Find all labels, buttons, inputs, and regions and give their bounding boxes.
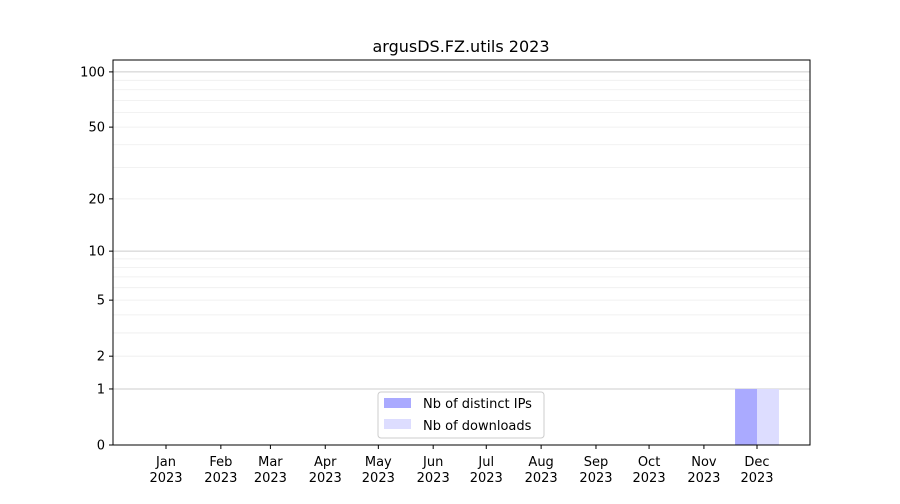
x-tick-label-month: Aug bbox=[528, 455, 553, 470]
x-tick-label-year: 2023 bbox=[309, 471, 342, 486]
y-tick-label: 10 bbox=[88, 245, 105, 260]
x-tick-label-month: Nov bbox=[691, 455, 717, 470]
x-tick-label-month: Dec bbox=[744, 455, 769, 470]
x-tick-label-year: 2023 bbox=[470, 471, 503, 486]
y-tick-label: 1 bbox=[97, 382, 105, 397]
y-tick-label: 50 bbox=[88, 121, 105, 136]
x-tick-label-month: Sep bbox=[584, 455, 609, 470]
grid bbox=[113, 71, 810, 390]
legend-swatch-downloads bbox=[384, 419, 411, 429]
legend-frame bbox=[377, 391, 545, 439]
legend-label-downloads: Nb of downloads bbox=[423, 419, 532, 434]
x-tick-label-month: Mar bbox=[258, 455, 283, 470]
bars bbox=[735, 388, 779, 445]
bar-distinct-ips bbox=[735, 388, 757, 445]
x-tick-label-year: 2023 bbox=[525, 471, 558, 486]
legend-swatch-ips bbox=[384, 398, 411, 408]
legend-label-ips: Nb of distinct IPs bbox=[423, 397, 532, 412]
x-tick-label-year: 2023 bbox=[633, 471, 666, 486]
x-tick-label-month: Oct bbox=[638, 455, 660, 470]
legend: Nb of distinct IPs Nb of downloads bbox=[377, 391, 545, 439]
y-tick-label: 20 bbox=[88, 192, 105, 207]
x-tick-label-year: 2023 bbox=[687, 471, 720, 486]
x-axis: Jan2023Feb2023Mar2023Apr2023May2023Jun20… bbox=[149, 445, 774, 486]
plot-frame bbox=[112, 59, 811, 446]
y-tick-label: 2 bbox=[97, 350, 105, 365]
y-tick-label: 0 bbox=[97, 439, 105, 454]
x-tick-label-year: 2023 bbox=[417, 471, 450, 486]
x-tick-label-month: Jan bbox=[155, 455, 176, 470]
x-tick-label-month: Jul bbox=[477, 455, 494, 470]
x-tick-label-year: 2023 bbox=[254, 471, 287, 486]
x-tick-label-month: May bbox=[365, 455, 392, 470]
x-tick-label-year: 2023 bbox=[204, 471, 237, 486]
x-tick-label-year: 2023 bbox=[149, 471, 182, 486]
x-tick-label-month: Apr bbox=[314, 455, 337, 470]
x-tick-label-year: 2023 bbox=[579, 471, 612, 486]
x-tick-label-month: Jun bbox=[422, 455, 443, 470]
chart-title: argusDS.FZ.utils 2023 bbox=[373, 37, 550, 56]
x-tick-label-year: 2023 bbox=[362, 471, 395, 486]
x-tick-label-month: Feb bbox=[209, 455, 232, 470]
y-axis: 0 1 2 5 10 20 50 100 bbox=[80, 65, 113, 454]
bar-downloads bbox=[757, 388, 779, 445]
y-tick-label: 5 bbox=[97, 294, 105, 309]
y-tick-label: 100 bbox=[80, 65, 105, 80]
x-tick-label-year: 2023 bbox=[740, 471, 773, 486]
